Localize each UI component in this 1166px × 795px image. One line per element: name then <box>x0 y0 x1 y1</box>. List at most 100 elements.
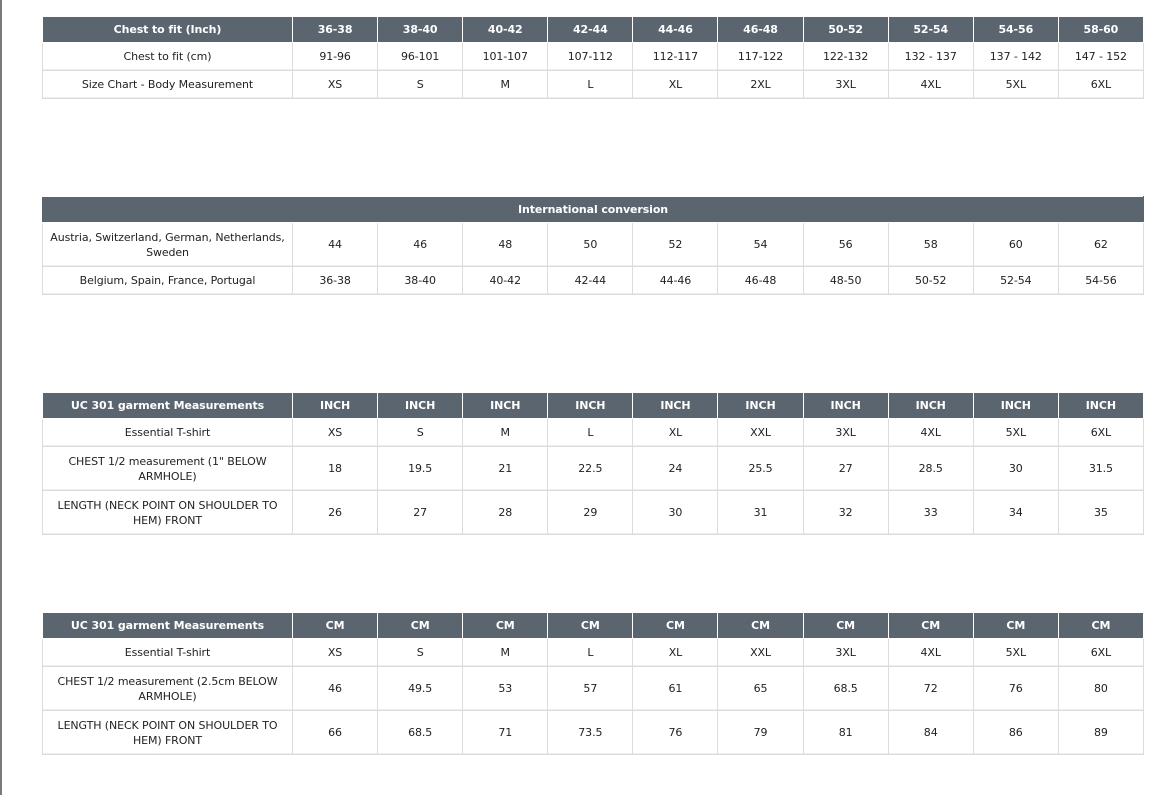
table-cell: L <box>547 70 634 99</box>
table-header-row: International conversion <box>41 196 1145 223</box>
table-cell: 31 <box>717 490 804 535</box>
row-label-cell: Chest to fit (cm) <box>42 42 293 71</box>
table-cell: 112-117 <box>632 42 719 71</box>
header-cell: 50-52 <box>802 16 889 43</box>
header-cell: CM <box>291 612 379 639</box>
table-cell: 48 <box>462 222 549 267</box>
table-cell: 58 <box>887 222 974 267</box>
table-row: Chest to fit (cm) 91-96 96-101 101-107 1… <box>42 42 1144 71</box>
table-cell: 6XL <box>1057 70 1144 99</box>
table-row: Austria, Switzerland, German, Netherland… <box>42 222 1145 267</box>
table-cell: 44 <box>291 222 379 267</box>
table-cell: 27 <box>377 490 464 535</box>
row-label-cell: Essential T-shirt <box>42 638 293 667</box>
table-cell: 3XL <box>802 70 889 99</box>
row-label-cell: LENGTH (NECK POINT ON SHOULDER TO HEM) F… <box>42 710 293 755</box>
table-cell: 36-38 <box>291 266 379 295</box>
international-conversion-table: International conversion Austria, Switze… <box>41 196 1145 295</box>
table-title: International conversion <box>41 196 1145 223</box>
table-cell: 53 <box>462 666 549 711</box>
header-cell: CM <box>802 612 889 639</box>
table-cell: 71 <box>462 710 549 755</box>
table-cell: 4XL <box>887 638 974 667</box>
row-label-cell: CHEST 1/2 measurement (1" BELOW ARMHOLE) <box>42 446 293 491</box>
table-cell: XS <box>291 638 379 667</box>
header-cell: INCH <box>547 392 634 419</box>
table-cell: 3XL <box>802 418 889 447</box>
table-cell: 62 <box>1057 222 1145 267</box>
header-cell: 44-46 <box>632 16 719 43</box>
table-cell: S <box>377 70 464 99</box>
table-cell: 4XL <box>887 70 974 99</box>
table-row: Belgium, Spain, France, Portugal 36-38 3… <box>42 266 1145 295</box>
header-cell: INCH <box>802 392 889 419</box>
header-cell: CM <box>887 612 974 639</box>
table-cell: 18 <box>291 446 379 491</box>
table-cell: 132 - 137 <box>887 42 974 71</box>
table-cell: M <box>462 638 549 667</box>
table-cell: 54-56 <box>1057 266 1145 295</box>
header-cell: CM <box>972 612 1059 639</box>
header-cell: INCH <box>717 392 804 419</box>
table-cell: XS <box>291 418 379 447</box>
row-label-cell: Belgium, Spain, France, Portugal <box>42 266 293 295</box>
table-row: Essential T-shirt XS S M L XL XXL 3XL 4X… <box>42 638 1144 667</box>
table-cell: 76 <box>632 710 719 755</box>
header-cell: INCH <box>887 392 974 419</box>
header-cell: 46-48 <box>717 16 804 43</box>
table-cell: 48-50 <box>802 266 889 295</box>
table-cell: 65 <box>717 666 804 711</box>
table-cell: 101-107 <box>462 42 549 71</box>
table-cell: 21 <box>462 446 549 491</box>
header-cell: CM <box>547 612 634 639</box>
table-cell: 60 <box>972 222 1059 267</box>
table-cell: 32 <box>802 490 889 535</box>
table-cell: 42-44 <box>547 266 634 295</box>
header-cell: INCH <box>291 392 379 419</box>
table-cell: 25.5 <box>717 446 804 491</box>
table-cell: 33 <box>887 490 974 535</box>
table-cell: 6XL <box>1057 638 1144 667</box>
table-cell: 80 <box>1057 666 1144 711</box>
table-row: CHEST 1/2 measurement (1" BELOW ARMHOLE)… <box>42 446 1144 491</box>
header-cell: CM <box>717 612 804 639</box>
table-cell: 89 <box>1057 710 1144 755</box>
table-cell: L <box>547 638 634 667</box>
table-cell: L <box>547 418 634 447</box>
table-cell: 49.5 <box>377 666 464 711</box>
table-row: LENGTH (NECK POINT ON SHOULDER TO HEM) F… <box>42 710 1144 755</box>
header-cell: INCH <box>462 392 549 419</box>
table-cell: 46 <box>291 666 379 711</box>
table-cell: XXL <box>717 418 804 447</box>
table-cell: 26 <box>291 490 379 535</box>
table-cell: 6XL <box>1057 418 1144 447</box>
header-cell: INCH <box>632 392 719 419</box>
table-cell: 50 <box>547 222 634 267</box>
header-cell: 54-56 <box>972 16 1059 43</box>
row-label-cell: LENGTH (NECK POINT ON SHOULDER TO HEM) F… <box>42 490 293 535</box>
header-cell: 38-40 <box>377 16 464 43</box>
table-cell: 31.5 <box>1057 446 1144 491</box>
table-cell: 122-132 <box>802 42 889 71</box>
table-cell: 137 - 142 <box>972 42 1059 71</box>
left-border-rule <box>0 0 2 795</box>
table-cell: 107-112 <box>547 42 634 71</box>
table-cell: 76 <box>972 666 1059 711</box>
header-cell: 36-38 <box>291 16 379 43</box>
table-cell: 22.5 <box>547 446 634 491</box>
body-measurement-size-table: Chest to fit (Inch) 36-38 38-40 40-42 42… <box>42 16 1144 99</box>
table-cell: 3XL <box>802 638 889 667</box>
table-cell: 40-42 <box>462 266 549 295</box>
table-cell: 79 <box>717 710 804 755</box>
table-row: LENGTH (NECK POINT ON SHOULDER TO HEM) F… <box>42 490 1144 535</box>
table-cell: 4XL <box>887 418 974 447</box>
table-cell: 50-52 <box>887 266 974 295</box>
header-cell: INCH <box>972 392 1059 419</box>
table-cell: M <box>462 70 549 99</box>
table-cell: 38-40 <box>377 266 464 295</box>
table-header-row: UC 301 garment Measurements INCH INCH IN… <box>42 392 1144 419</box>
table-cell: 29 <box>547 490 634 535</box>
row-label-cell: CHEST 1/2 measurement (2.5cm BELOW ARMHO… <box>42 666 293 711</box>
table-row: Essential T-shirt XS S M L XL XXL 3XL 4X… <box>42 418 1144 447</box>
